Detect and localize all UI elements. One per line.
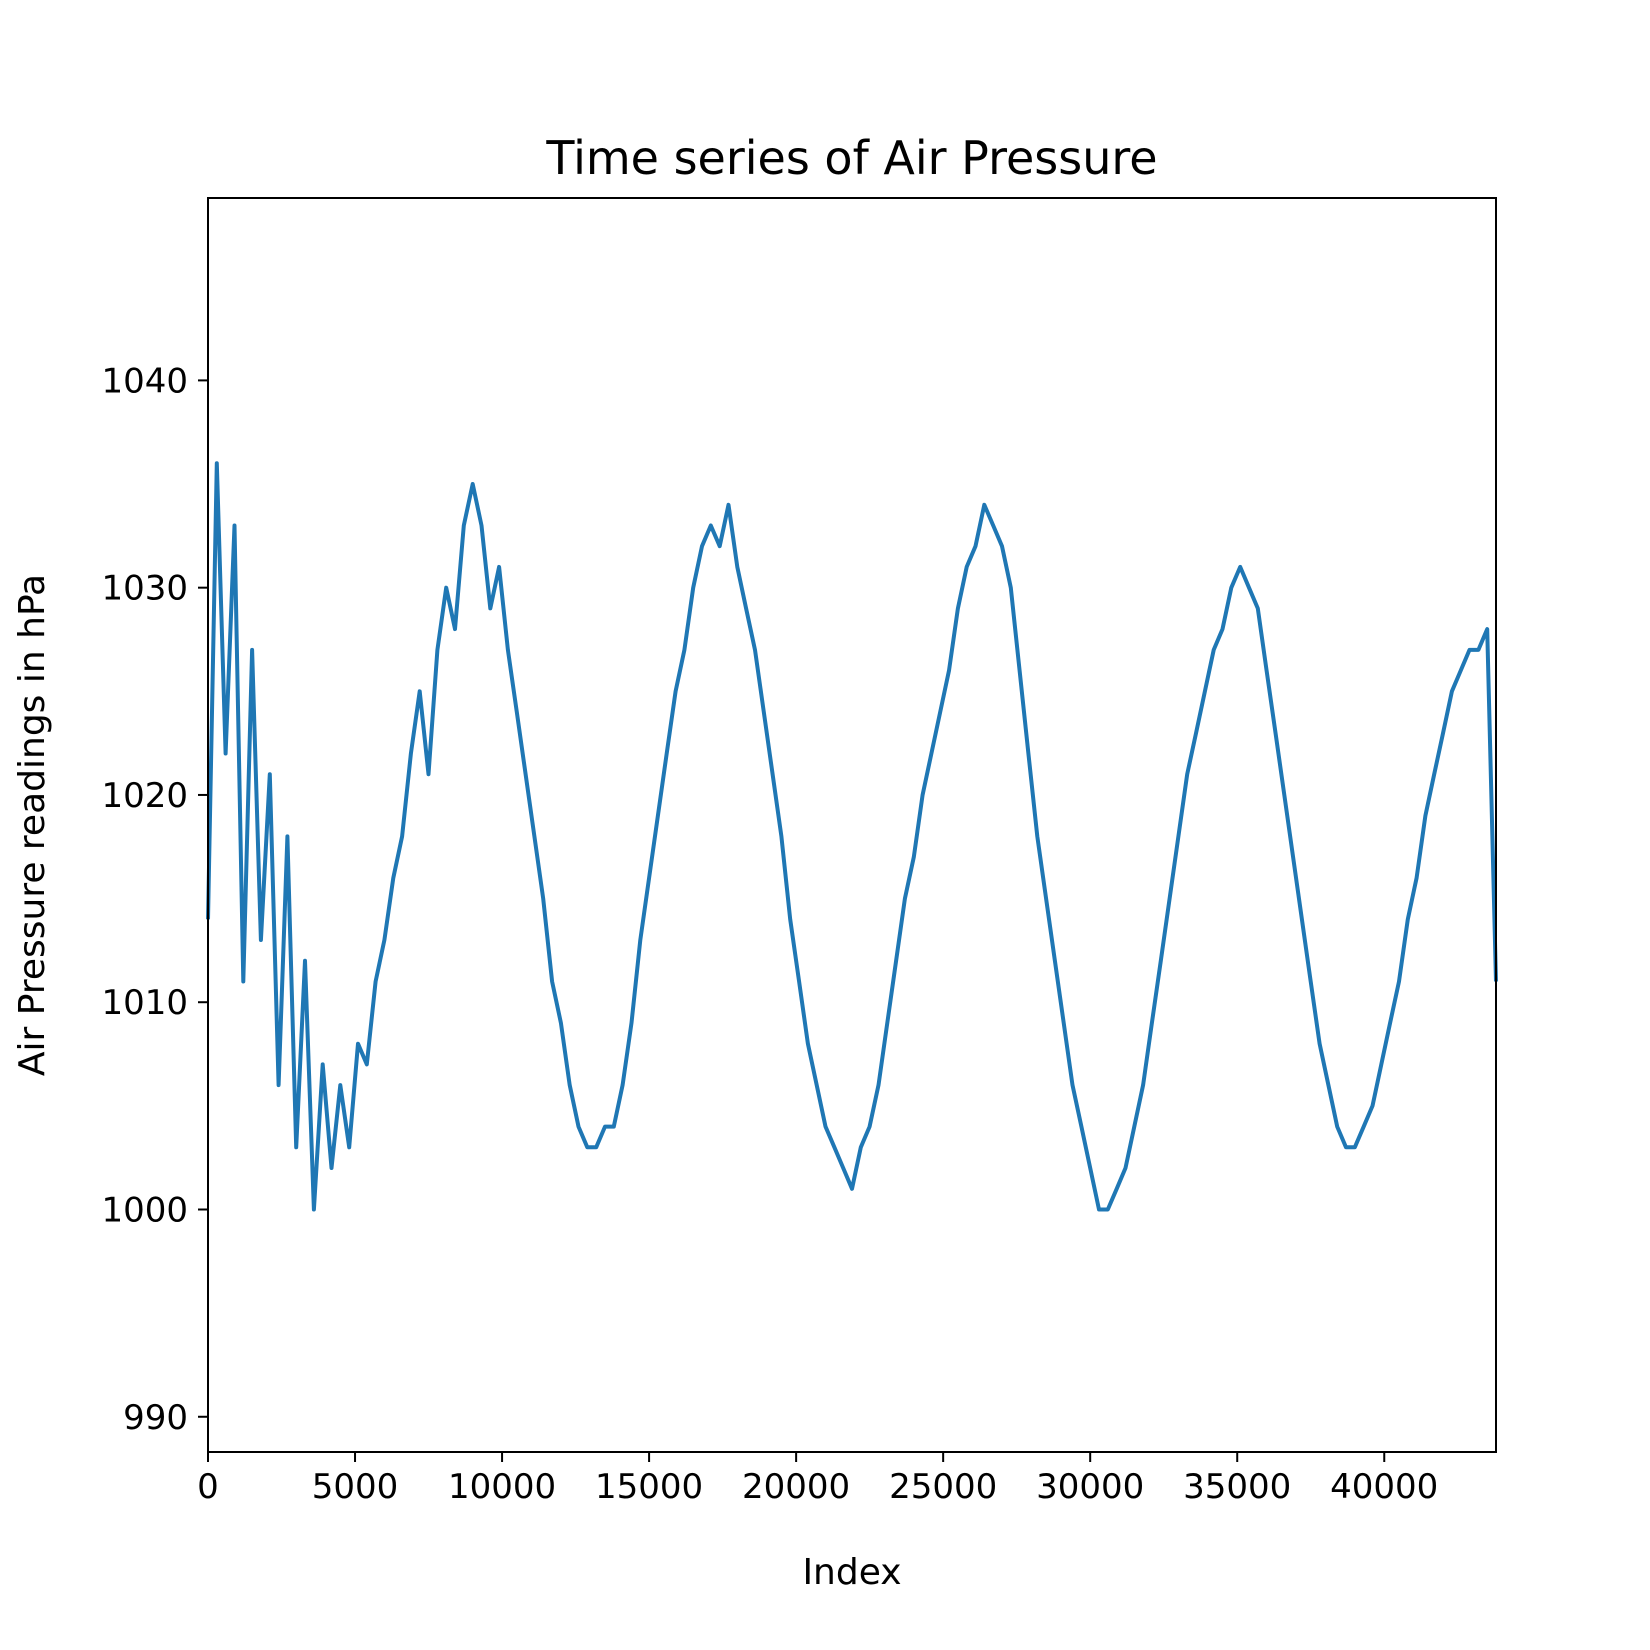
y-tick-label: 990 — [123, 1398, 188, 1438]
series-line-0 — [206, 461, 1498, 1212]
x-tick-label: 30000 — [1036, 1467, 1144, 1507]
plot-frame — [207, 197, 1497, 1453]
y-tick-label: 1000 — [101, 1190, 188, 1230]
x-tick-label: 25000 — [889, 1467, 997, 1507]
x-tick-label: 5000 — [312, 1467, 399, 1507]
x-axis-label: Index — [802, 1552, 901, 1593]
y-tick-label: 1010 — [101, 983, 188, 1023]
x-axis-ticks: 0 5000 10000 15000 20000 25000 30000 35000 40000 — [197, 1452, 1438, 1507]
y-tick-label: 1040 — [101, 361, 188, 401]
y-axis-label: Air Pressure readings in hPa — [12, 574, 53, 1076]
x-tick-label: 10000 — [448, 1467, 556, 1507]
chart-title: Time series of Air Pressure — [545, 131, 1157, 185]
y-axis-ticks: 990 1000 1010 1020 1030 1040 — [101, 361, 208, 1438]
plot-area — [208, 198, 1496, 1452]
x-tick-label: 20000 — [742, 1467, 850, 1507]
series-layer — [206, 461, 1498, 1212]
y-tick-label: 1030 — [101, 569, 188, 609]
x-tick-label: 15000 — [595, 1467, 703, 1507]
x-tick-label: 0 — [197, 1467, 219, 1507]
x-tick-label: 35000 — [1183, 1467, 1291, 1507]
y-tick-label: 1020 — [101, 776, 188, 816]
x-tick-label: 40000 — [1330, 1467, 1438, 1507]
